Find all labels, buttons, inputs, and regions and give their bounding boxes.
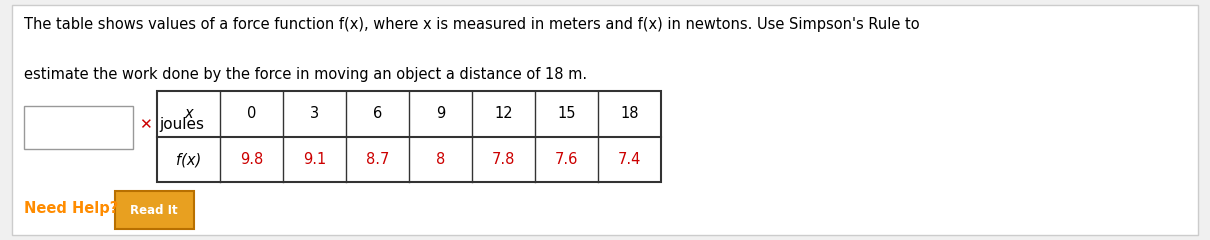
Text: 7.8: 7.8: [491, 152, 515, 167]
Text: 8.7: 8.7: [365, 152, 390, 167]
FancyBboxPatch shape: [12, 5, 1198, 235]
Text: estimate the work done by the force in moving an object a distance of 18 m.: estimate the work done by the force in m…: [24, 67, 587, 82]
Text: 9: 9: [436, 107, 445, 121]
FancyBboxPatch shape: [157, 91, 661, 182]
Text: 9.8: 9.8: [240, 152, 264, 167]
Text: 7.6: 7.6: [554, 152, 578, 167]
FancyBboxPatch shape: [24, 106, 133, 149]
Text: joules: joules: [160, 117, 204, 132]
Text: 6: 6: [373, 107, 382, 121]
Text: 15: 15: [557, 107, 576, 121]
Text: 9.1: 9.1: [302, 152, 327, 167]
Text: 12: 12: [494, 107, 513, 121]
Text: 18: 18: [620, 107, 639, 121]
Text: f(x): f(x): [177, 152, 201, 167]
Text: ✕: ✕: [139, 117, 152, 132]
Text: 0: 0: [247, 107, 257, 121]
Text: Read It: Read It: [131, 204, 178, 216]
Text: x: x: [184, 107, 194, 121]
Text: The table shows values of a force function f(x), where x is measured in meters a: The table shows values of a force functi…: [24, 17, 920, 32]
Text: 7.4: 7.4: [617, 152, 641, 167]
FancyBboxPatch shape: [115, 191, 194, 229]
Text: 8: 8: [436, 152, 445, 167]
Text: 3: 3: [310, 107, 319, 121]
Text: Need Help?: Need Help?: [24, 201, 119, 216]
